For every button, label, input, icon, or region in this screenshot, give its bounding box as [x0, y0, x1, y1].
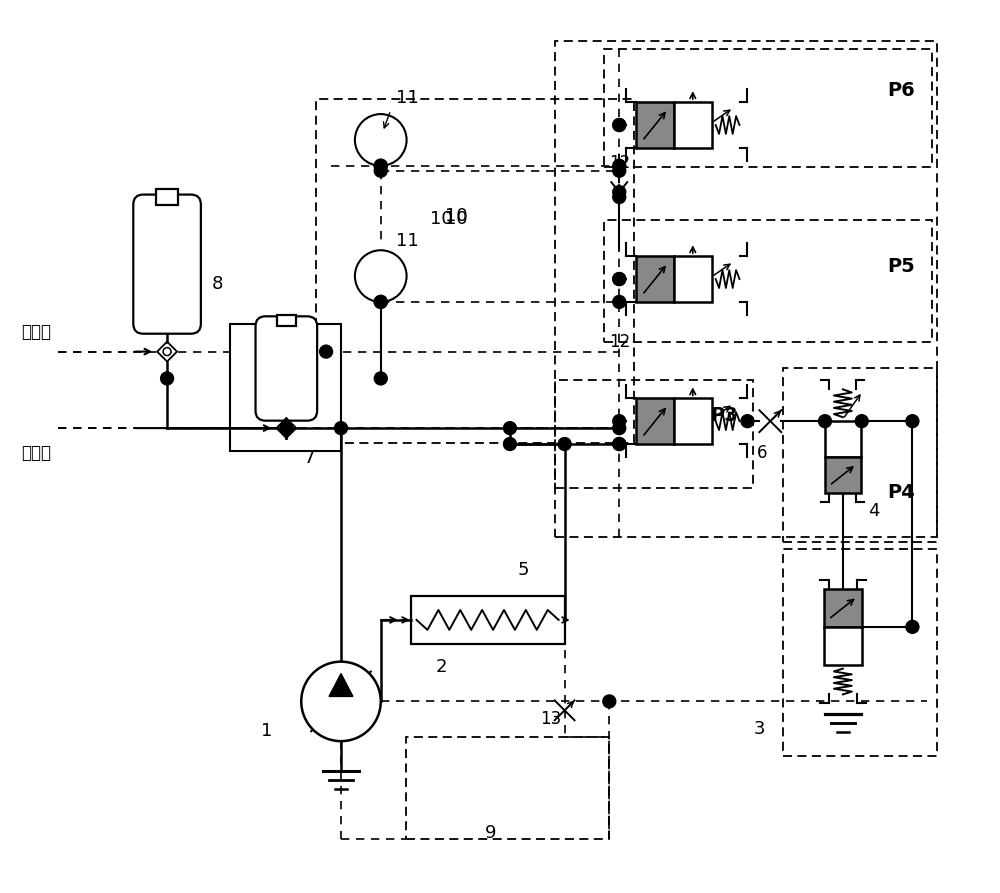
Text: 10: 10 — [430, 211, 453, 229]
Text: P3: P3 — [711, 405, 738, 425]
Circle shape — [335, 421, 347, 435]
Circle shape — [613, 438, 626, 450]
Bar — [230, 324, 341, 451]
Bar — [636, 102, 674, 148]
Bar — [636, 256, 674, 302]
Circle shape — [374, 159, 387, 172]
Bar — [555, 380, 753, 488]
Text: P4: P4 — [888, 483, 915, 502]
Text: 9: 9 — [485, 823, 497, 841]
Circle shape — [355, 250, 407, 302]
Circle shape — [320, 345, 333, 358]
Text: 10: 10 — [445, 207, 468, 225]
Circle shape — [374, 159, 387, 172]
Text: 13: 13 — [540, 710, 561, 729]
Circle shape — [374, 296, 387, 308]
Circle shape — [613, 272, 626, 286]
Bar — [783, 369, 937, 542]
Circle shape — [503, 438, 516, 450]
Bar — [156, 189, 178, 204]
Circle shape — [613, 272, 626, 286]
Bar — [277, 315, 296, 326]
Text: 10: 10 — [445, 211, 468, 229]
Circle shape — [163, 347, 171, 355]
Circle shape — [906, 414, 919, 428]
Text: 3: 3 — [753, 721, 765, 739]
Text: P6: P6 — [888, 80, 915, 100]
Text: 11: 11 — [396, 232, 418, 250]
Text: 8: 8 — [212, 275, 223, 293]
Bar — [636, 398, 674, 444]
Bar — [316, 99, 634, 443]
Circle shape — [613, 186, 626, 198]
Text: 2: 2 — [435, 657, 447, 676]
Text: P5: P5 — [888, 256, 915, 276]
Bar — [555, 40, 937, 538]
Text: 5: 5 — [518, 561, 529, 580]
Bar — [824, 627, 862, 664]
Circle shape — [613, 414, 626, 428]
Circle shape — [355, 114, 407, 166]
Circle shape — [613, 438, 626, 450]
Text: 12: 12 — [609, 154, 631, 171]
Circle shape — [906, 621, 919, 633]
Circle shape — [613, 159, 626, 172]
Bar — [674, 398, 712, 444]
Bar — [411, 596, 565, 644]
Circle shape — [503, 421, 516, 435]
Circle shape — [613, 190, 626, 204]
Circle shape — [282, 424, 290, 432]
Bar — [604, 49, 932, 167]
Text: 11: 11 — [396, 89, 418, 107]
Circle shape — [613, 421, 626, 435]
Circle shape — [374, 164, 387, 177]
Bar — [825, 421, 861, 457]
Circle shape — [613, 119, 626, 131]
Circle shape — [161, 372, 174, 385]
Circle shape — [613, 119, 626, 131]
Circle shape — [603, 695, 616, 708]
Circle shape — [301, 662, 381, 741]
Circle shape — [374, 296, 387, 308]
FancyBboxPatch shape — [256, 316, 317, 421]
Circle shape — [280, 421, 293, 435]
Circle shape — [819, 414, 831, 428]
Bar — [783, 549, 937, 756]
Circle shape — [558, 438, 571, 450]
Text: 1: 1 — [261, 722, 273, 740]
Bar — [824, 589, 862, 627]
Text: 12: 12 — [609, 333, 631, 351]
Circle shape — [613, 164, 626, 177]
Circle shape — [741, 414, 754, 428]
Text: 至系统: 至系统 — [21, 444, 51, 462]
FancyBboxPatch shape — [133, 195, 201, 334]
Circle shape — [613, 296, 626, 308]
Circle shape — [855, 414, 868, 428]
Bar — [674, 102, 712, 148]
Polygon shape — [329, 673, 353, 697]
Bar — [674, 256, 712, 302]
Bar — [406, 738, 609, 839]
Text: 6: 6 — [756, 444, 767, 462]
Circle shape — [374, 372, 387, 385]
Bar — [604, 221, 932, 342]
Text: 4: 4 — [868, 502, 879, 520]
Text: 7: 7 — [303, 449, 315, 467]
Text: 至系统: 至系统 — [21, 322, 51, 341]
Bar — [825, 457, 861, 493]
